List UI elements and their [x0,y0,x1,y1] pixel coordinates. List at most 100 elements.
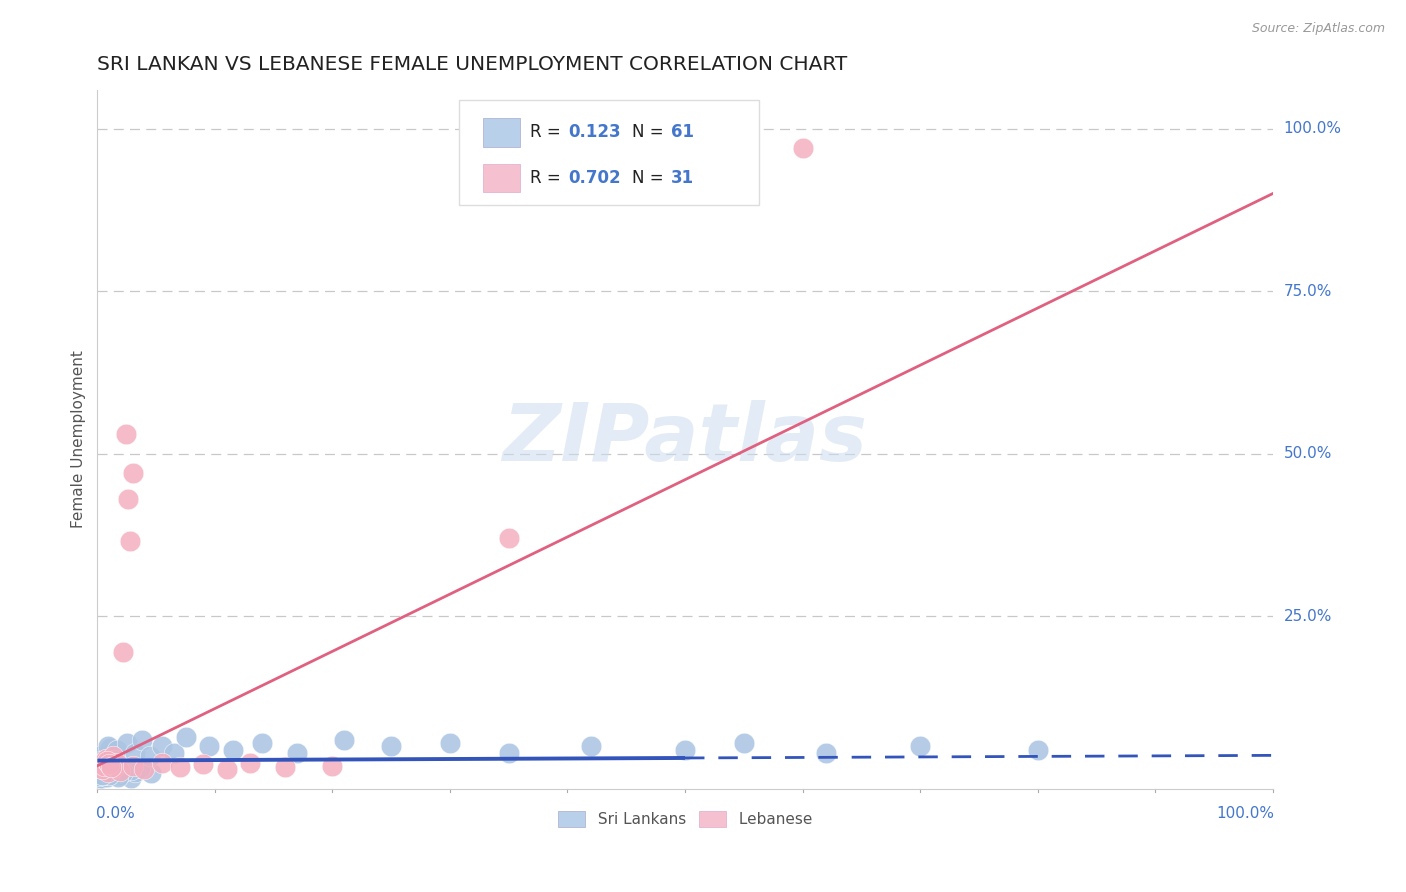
Point [141,765,163,780]
Point [101,749,124,764]
Point [97,739,120,753]
Point [87,764,110,779]
Point [221,742,243,756]
Point [120,771,142,785]
Text: 100.0%: 100.0% [1284,121,1341,136]
Point [90,756,112,770]
FancyBboxPatch shape [482,119,520,146]
Point [110,766,132,780]
Point [131,732,153,747]
Text: 25.0%: 25.0% [1284,608,1331,624]
Point [90,771,112,785]
Point [96,754,118,768]
Point [498,531,520,545]
Text: SRI LANKAN VS LEBANESE FEMALE UNEMPLOYMENT CORRELATION CHART: SRI LANKAN VS LEBANESE FEMALE UNEMPLOYME… [97,55,848,74]
Text: 61: 61 [671,123,695,142]
Point [139,749,162,764]
Point [91,766,114,780]
Point [908,739,931,754]
Text: Source: ZipAtlas.com: Source: ZipAtlas.com [1251,22,1385,36]
Point [94,760,117,774]
Point [792,141,814,155]
Point [117,492,139,507]
Point [733,736,755,750]
Point [579,739,602,754]
Point [90,771,112,785]
Point [120,534,142,549]
FancyBboxPatch shape [460,100,759,205]
Point [198,739,221,754]
Point [89,769,111,783]
Point [108,764,131,778]
Point [97,765,120,780]
Point [90,768,112,782]
Point [673,742,696,756]
Point [274,760,297,774]
Point [120,763,142,777]
Point [380,739,402,754]
Point [101,753,124,767]
Point [98,741,121,756]
Point [124,764,146,779]
Point [121,758,143,772]
Point [97,759,120,773]
Point [439,736,461,750]
Point [124,746,146,760]
Point [128,761,150,775]
Point [96,766,118,780]
Point [105,756,128,770]
Text: ZIPatlas: ZIPatlas [502,400,868,478]
Point [815,746,838,760]
Point [163,746,186,760]
Legend:  Sri Lankans,  Lebanese: Sri Lankans, Lebanese [551,805,818,833]
Point [91,762,114,776]
Text: R =: R = [530,123,565,142]
Point [105,743,128,757]
Point [191,757,214,772]
Point [104,760,127,774]
Point [91,762,114,776]
Text: N =: N = [633,169,669,187]
Point [93,768,115,782]
Point [96,758,118,772]
Point [121,466,143,480]
Point [91,767,114,781]
Point [333,732,356,747]
Point [112,645,135,659]
Text: 0.123: 0.123 [568,123,621,142]
Point [98,768,121,782]
Text: R =: R = [530,169,565,187]
Y-axis label: Female Unemployment: Female Unemployment [72,351,86,528]
Point [174,730,197,744]
Point [87,765,110,780]
Point [87,760,110,774]
Point [239,756,262,770]
Point [93,762,115,776]
Point [96,765,118,780]
Point [250,736,273,750]
Point [98,758,121,772]
Point [285,746,308,760]
Point [169,760,191,774]
FancyBboxPatch shape [482,164,520,192]
Point [93,758,115,772]
Point [103,766,125,780]
Point [215,762,238,776]
Text: 75.0%: 75.0% [1284,284,1331,299]
Point [107,767,129,781]
Text: 100.0%: 100.0% [1216,806,1274,821]
Point [107,770,129,784]
Point [100,760,122,774]
Point [111,765,134,780]
Point [498,746,520,760]
Text: 0.0%: 0.0% [96,806,135,821]
Point [150,756,173,770]
Point [98,757,121,772]
Point [1026,742,1049,756]
Point [104,767,127,781]
Text: 31: 31 [671,169,695,187]
Text: N =: N = [633,123,669,142]
Point [96,765,118,780]
Point [134,762,156,776]
Text: 0.702: 0.702 [568,169,621,187]
